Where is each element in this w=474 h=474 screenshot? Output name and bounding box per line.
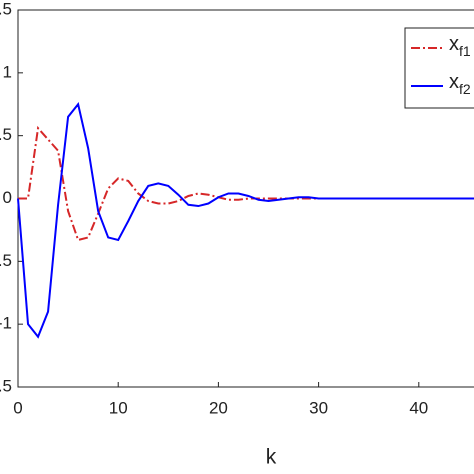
- legend-box: [404, 27, 474, 109]
- x-axis-label: k: [266, 446, 277, 469]
- y-tick-label: -1.5: [0, 376, 12, 395]
- legend-label-sub: f1: [459, 43, 471, 59]
- x-tick-label: 10: [109, 398, 128, 417]
- series-line: [17, 102, 474, 339]
- legend-label: xf1: [449, 33, 471, 58]
- series-line: [18, 125, 474, 242]
- x-tick-label: 40: [409, 398, 428, 417]
- x-tick-label: 0: [13, 398, 22, 417]
- legend-label-main: x: [449, 71, 459, 93]
- x-tick-label: 20: [209, 398, 228, 417]
- y-tick-label: 0: [3, 188, 12, 207]
- legend-label-main: x: [449, 33, 459, 55]
- x-tick-label: 30: [309, 398, 328, 417]
- y-tick-label: 0.5: [0, 125, 12, 144]
- y-tick-label: 1.5: [0, 0, 12, 18]
- y-tick-label: -0.5: [0, 251, 12, 270]
- y-tick-label: -1: [0, 314, 12, 333]
- legend-label-sub: f2: [459, 81, 471, 97]
- legend-label: xf2: [449, 71, 471, 96]
- y-tick-label: 1: [3, 62, 12, 81]
